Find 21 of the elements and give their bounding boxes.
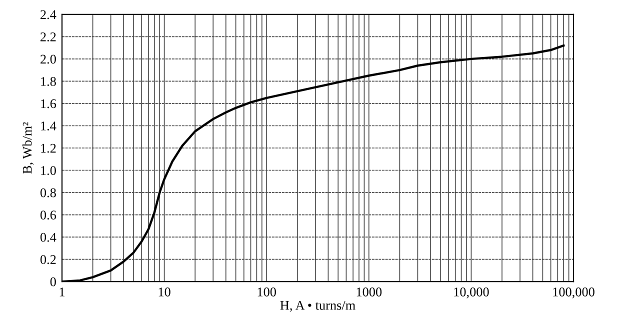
y-tick-label: 1.2 [41, 144, 56, 153]
y-tick-label: 0.6 [40, 210, 56, 220]
x-tick-label: 1 [60, 288, 65, 296]
y-axis-title: B, Wb/m² [22, 122, 34, 174]
y-tick-label: 0 [50, 277, 56, 286]
y-tick-label: 0.4 [40, 232, 56, 242]
x-tick-label: 100,000 [553, 288, 594, 298]
y-tick-label: 2.0 [40, 54, 56, 64]
x-tick-label: 10,000 [454, 288, 489, 298]
x-tick-label: 1000 [356, 288, 382, 296]
y-tick-label: 0.2 [40, 255, 56, 264]
y-tick-label: 2.2 [40, 32, 56, 42]
y-tick-label: 1.4 [41, 122, 56, 130]
y-tick-label: 1.8 [41, 77, 56, 86]
y-tick-label: 1.6 [41, 99, 56, 108]
y-tick-label: 2.4 [40, 10, 56, 20]
x-axis-title: H, A • turns/m [280, 300, 356, 312]
y-tick-label: 1.0 [41, 166, 56, 176]
x-tick-label: 100 [258, 288, 276, 296]
y-tick-label: 0.8 [40, 188, 56, 198]
x-tick-label: 10 [158, 288, 170, 296]
